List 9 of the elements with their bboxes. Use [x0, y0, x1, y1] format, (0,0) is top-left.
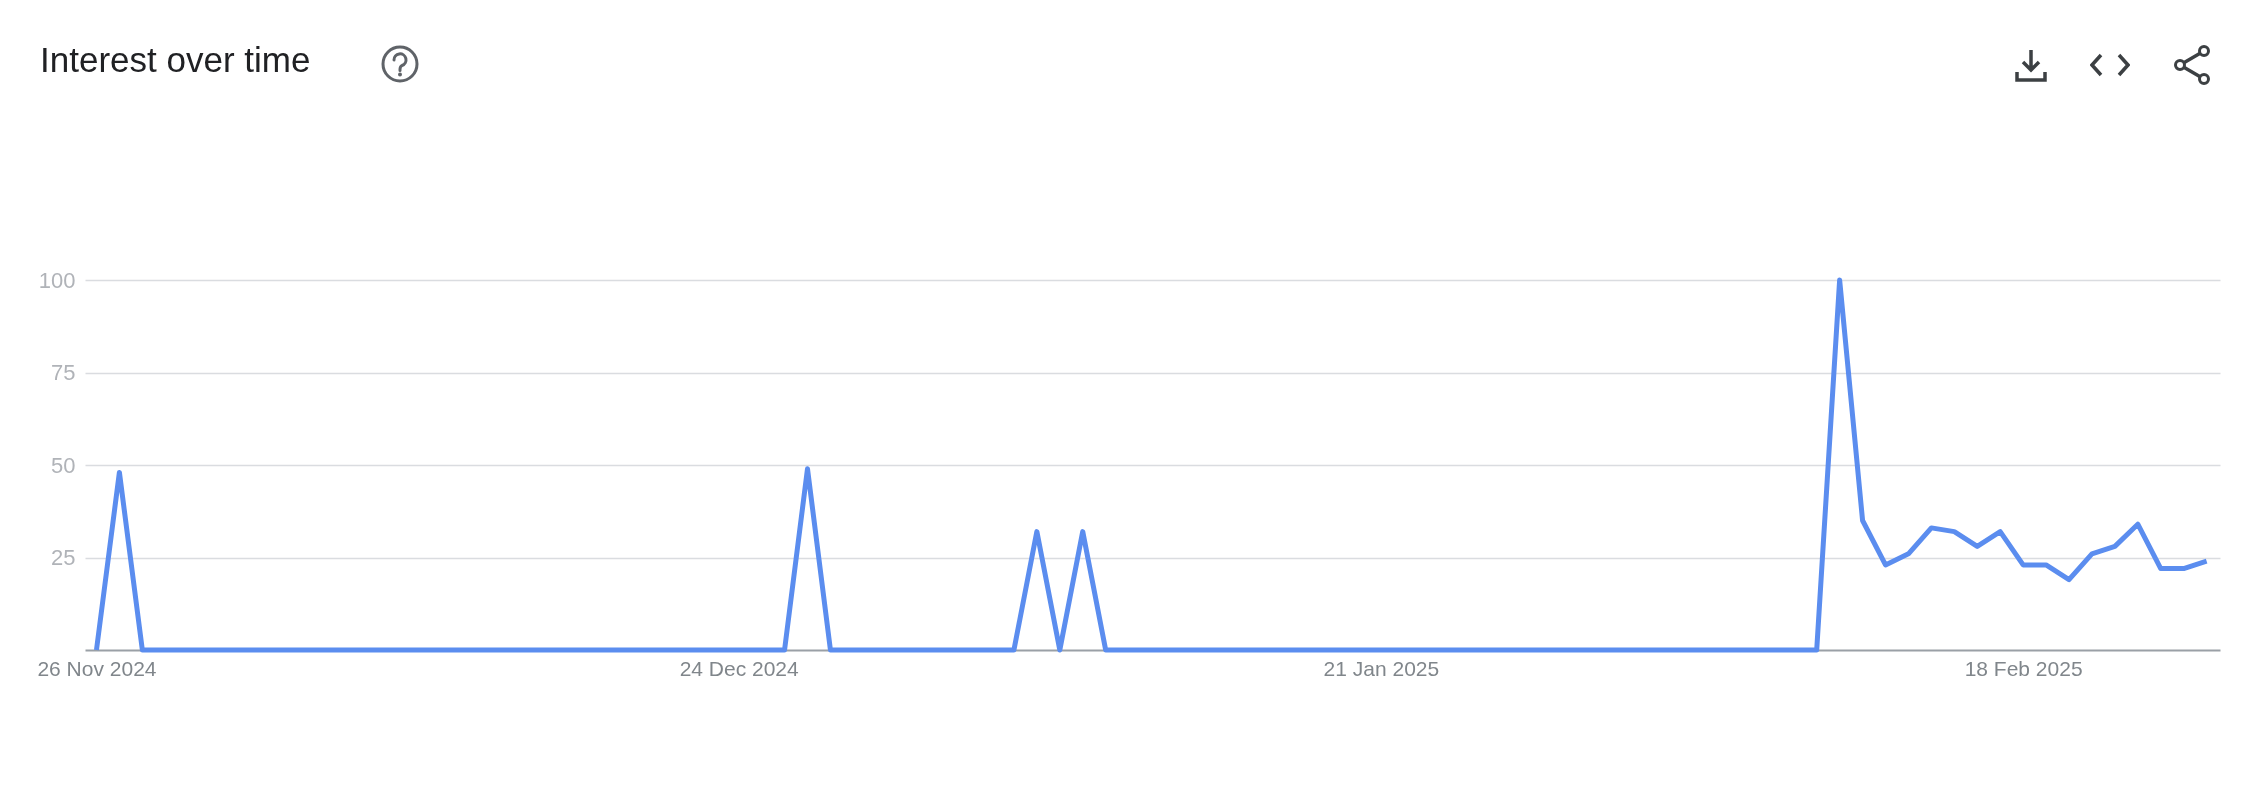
x-tick-label: 21 Jan 2025	[1323, 656, 1440, 680]
y-tick-label: 100	[38, 267, 76, 293]
x-tick-label: 18 Feb 2025	[1964, 656, 2083, 680]
x-tick-label: 24 Dec 2024	[679, 656, 800, 680]
y-tick-label: 25	[51, 545, 76, 570]
x-tick-label: 26 Nov 2024	[37, 656, 157, 680]
y-tick-label: 75	[51, 360, 76, 385]
y-tick-label: 50	[51, 452, 76, 478]
chart-title: Interest over time	[40, 40, 311, 80]
